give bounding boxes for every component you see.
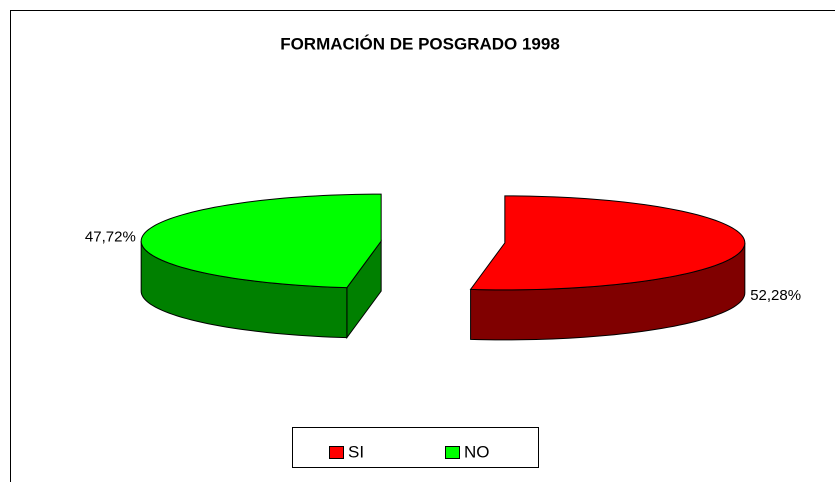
data-label: 52,28%: [750, 287, 801, 304]
legend-swatch: [329, 446, 344, 459]
legend-label: NO: [464, 442, 490, 461]
legend-swatch: [445, 446, 460, 459]
slice: [140, 193, 382, 340]
pie: [140, 193, 746, 341]
slice-top: [140, 193, 382, 289]
legend-label: SI: [348, 442, 364, 461]
slice-top: [469, 195, 746, 291]
chart-title: FORMACIÓN DE POSGRADO 1998: [280, 34, 560, 53]
data-label: 47,72%: [85, 229, 136, 246]
slice: [469, 195, 746, 341]
